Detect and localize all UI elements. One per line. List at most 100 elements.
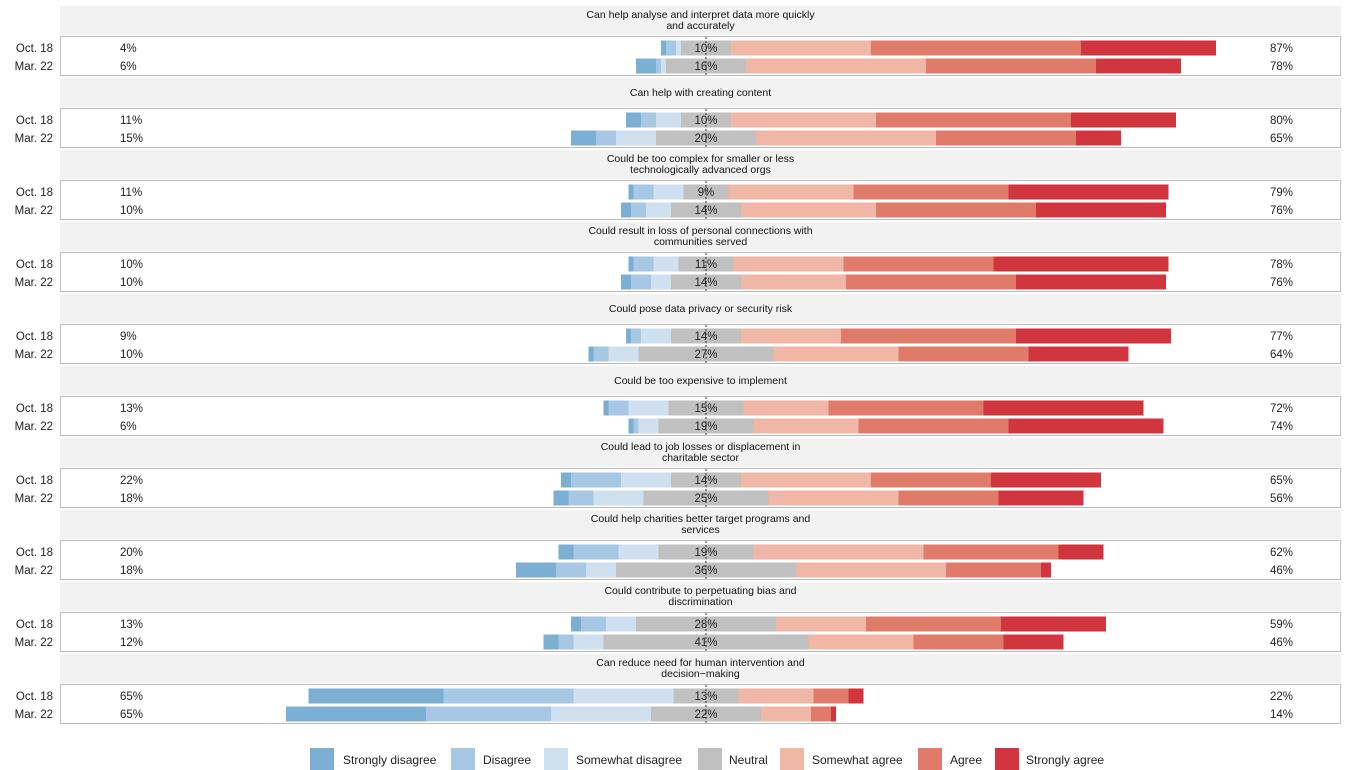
bar-segment-agree bbox=[858, 418, 1009, 434]
legend-swatch bbox=[918, 748, 942, 770]
panel: Could contribute to perpetuating bias an… bbox=[15, 582, 1341, 652]
panel-title: Could result in loss of personal connect… bbox=[588, 225, 812, 237]
bar-segment-somewhat-agree bbox=[731, 40, 871, 56]
legend-label: Strongly agree bbox=[1026, 753, 1104, 767]
panel-strip bbox=[60, 222, 1341, 251]
bar-segment-somewhat-disagree bbox=[573, 688, 674, 704]
bar-segment-agree bbox=[926, 58, 1096, 74]
negative-total-label: 4% bbox=[120, 43, 137, 55]
panel-strip bbox=[60, 582, 1341, 611]
bar-segment-somewhat-disagree bbox=[653, 184, 684, 200]
legend-swatch bbox=[995, 748, 1019, 770]
negative-total-label: 22% bbox=[120, 475, 143, 487]
negative-total-label: 20% bbox=[120, 547, 143, 559]
bar-segment-disagree bbox=[596, 130, 616, 146]
positive-total-label: 65% bbox=[1270, 133, 1293, 145]
negative-total-label: 10% bbox=[120, 205, 143, 217]
bar-segment-strongly-disagree bbox=[661, 40, 666, 56]
positive-total-label: 79% bbox=[1270, 187, 1293, 199]
bar-segment-neutral bbox=[671, 328, 741, 344]
bar-segment-strongly-disagree bbox=[553, 490, 569, 506]
negative-total-label: 13% bbox=[120, 619, 143, 631]
positive-total-label: 74% bbox=[1270, 421, 1293, 433]
negative-total-label: 6% bbox=[120, 61, 137, 73]
bar-segment-somewhat-agree bbox=[753, 544, 924, 560]
panel-title: Can help analyse and interpret data more… bbox=[586, 9, 815, 21]
row-label: Oct. 18 bbox=[16, 403, 53, 415]
panel: Could be too expensive to implement Oct. … bbox=[15, 366, 1341, 436]
row-label: Oct. 18 bbox=[16, 619, 53, 631]
row-label: Oct. 18 bbox=[16, 691, 53, 703]
panel-title: Could lead to job losses or displacement… bbox=[601, 441, 801, 453]
positive-total-label: 80% bbox=[1270, 115, 1293, 127]
bar-segment-somewhat-agree bbox=[776, 616, 866, 632]
negative-total-label: 6% bbox=[120, 421, 137, 433]
bar-segment-strongly-disagree bbox=[571, 130, 596, 146]
bar-segment-strongly-disagree bbox=[558, 544, 574, 560]
bar-segment-somewhat-agree bbox=[728, 184, 854, 200]
bar-segment-strongly-agree bbox=[983, 400, 1144, 416]
bar-segment-somewhat-disagree bbox=[606, 616, 636, 632]
bar-segment-strongly-disagree bbox=[626, 112, 641, 128]
legend-label: Somewhat disagree bbox=[576, 753, 682, 767]
bar-segment-somewhat-disagree bbox=[656, 112, 681, 128]
row-label: Mar. 22 bbox=[15, 133, 53, 145]
bar-segment-strongly-agree bbox=[1058, 544, 1104, 560]
legend-swatch bbox=[451, 748, 475, 770]
bar-segment-somewhat-disagree bbox=[616, 130, 656, 146]
bar-segment-disagree bbox=[666, 40, 676, 56]
bar-segment-somewhat-disagree bbox=[551, 706, 651, 722]
positive-total-label: 78% bbox=[1270, 259, 1293, 271]
bar-segment-disagree bbox=[571, 472, 621, 488]
row-label: Oct. 18 bbox=[16, 331, 53, 343]
panel-strip bbox=[60, 438, 1341, 467]
bar-segment-strongly-disagree bbox=[628, 256, 634, 272]
panel: Can help analyse and interpret data more… bbox=[15, 6, 1341, 76]
bar-segment-agree bbox=[923, 544, 1059, 560]
panel: Can help with creating content Oct. 18 11%… bbox=[15, 78, 1341, 148]
bar-segment-somewhat-agree bbox=[808, 634, 914, 650]
bar-segment-neutral bbox=[673, 688, 739, 704]
negative-total-label: 65% bbox=[120, 691, 143, 703]
bar-segment-disagree bbox=[581, 616, 606, 632]
bar-segment-strongly-disagree bbox=[516, 562, 556, 578]
panel-strip bbox=[60, 294, 1341, 323]
legend-label: Agree bbox=[950, 753, 982, 767]
negative-total-label: 11% bbox=[120, 115, 142, 127]
panel-title: communities served bbox=[654, 236, 748, 248]
bar-segment-disagree bbox=[573, 544, 619, 560]
bar-segment-somewhat-disagree bbox=[608, 346, 639, 362]
row-label: Oct. 18 bbox=[16, 475, 53, 487]
bar-segment-strongly-agree bbox=[1036, 202, 1166, 218]
bar-segment-agree bbox=[913, 634, 1004, 650]
panel: Could help charities better target progr… bbox=[15, 510, 1341, 580]
bar-segment-somewhat-disagree bbox=[676, 40, 681, 56]
row-label: Mar. 22 bbox=[15, 493, 53, 505]
bar-segment-neutral bbox=[681, 112, 731, 128]
bar-segment-agree bbox=[876, 112, 1071, 128]
negative-total-label: 18% bbox=[120, 565, 143, 577]
positive-total-label: 14% bbox=[1270, 709, 1293, 721]
bar-segment-strongly-agree bbox=[993, 256, 1169, 272]
bar-segment-agree bbox=[853, 184, 1009, 200]
bar-segment-disagree bbox=[633, 256, 654, 272]
bar-segment-strongly-agree bbox=[1028, 346, 1129, 362]
row-label: Mar. 22 bbox=[15, 61, 53, 73]
row-label: Oct. 18 bbox=[16, 115, 53, 127]
positive-total-label: 46% bbox=[1270, 565, 1293, 577]
bar-segment-strongly-disagree bbox=[561, 472, 571, 488]
bar-segment-agree bbox=[811, 706, 831, 722]
bar-segment-somewhat-agree bbox=[768, 490, 899, 506]
bar-segment-somewhat-disagree bbox=[618, 544, 659, 560]
bar-segment-somewhat-disagree bbox=[651, 274, 671, 290]
bar-segment-somewhat-disagree bbox=[586, 562, 616, 578]
bar-segment-somewhat-agree bbox=[741, 274, 846, 290]
bar-segment-neutral bbox=[658, 544, 754, 560]
positive-total-label: 76% bbox=[1270, 277, 1293, 289]
bar-segment-somewhat-disagree bbox=[573, 634, 604, 650]
bar-segment-strongly-agree bbox=[831, 706, 836, 722]
bar-segment-somewhat-agree bbox=[741, 472, 871, 488]
bar-segment-strongly-agree bbox=[1016, 274, 1166, 290]
positive-total-label: 77% bbox=[1270, 331, 1293, 343]
bar-segment-agree bbox=[936, 130, 1076, 146]
